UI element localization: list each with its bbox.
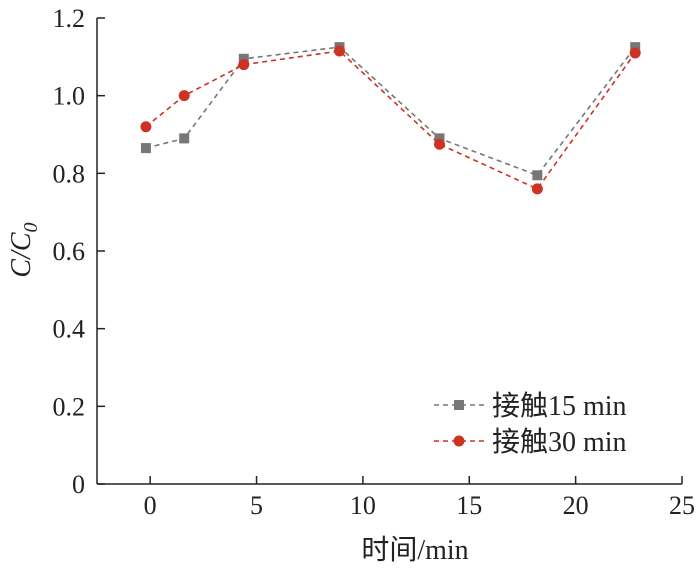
- x-tick-label: 0: [144, 491, 157, 520]
- series-2: [140, 45, 641, 195]
- data-point: [179, 133, 190, 144]
- y-tick-label: 0: [72, 470, 85, 499]
- data-point: [629, 47, 641, 59]
- x-axis-title: 时间/min: [361, 534, 468, 566]
- data-point: [238, 59, 250, 71]
- legend-label: 接触30 min: [492, 426, 627, 458]
- legend: 接触15 min 接触30 min: [434, 390, 627, 458]
- series-line: [145, 50, 636, 190]
- y-axis-title-main: C/C: [6, 232, 37, 277]
- data-point: [140, 143, 151, 154]
- data-point: [532, 170, 543, 181]
- data-point: [334, 45, 346, 57]
- x-tick-label: 15: [456, 491, 482, 520]
- series-1: [140, 42, 641, 181]
- y-tick-label: 1.2: [53, 4, 86, 33]
- y-tick-label: 0.6: [53, 237, 86, 266]
- legend-item: 接触15 min: [434, 390, 627, 422]
- data-point: [630, 42, 641, 53]
- data-point: [531, 183, 543, 195]
- data-point: [434, 133, 445, 144]
- x-tick-label: 10: [350, 491, 376, 520]
- y-tick-label: 0.2: [53, 392, 86, 421]
- data-point: [140, 121, 152, 133]
- y-tick-label: 0.4: [53, 315, 86, 344]
- y-tick-label: 0.8: [53, 159, 86, 188]
- data-point: [433, 138, 445, 150]
- legend-marker: [454, 400, 464, 410]
- x-tick-label: 20: [563, 491, 589, 520]
- y-tick-label: 1.0: [53, 82, 86, 111]
- x-tick-label: 5: [250, 491, 263, 520]
- legend-marker: [453, 435, 465, 447]
- series-layer: [140, 42, 641, 195]
- legend-item: 接触30 min: [434, 426, 627, 458]
- data-point: [238, 53, 249, 64]
- x-tick-label: 25: [669, 491, 695, 520]
- y-axis-title: C/C0: [6, 222, 42, 277]
- axes: 0 5 10 15 20 25 0 0.2 0.4 0.6 0.8 1.0 1.2: [53, 4, 696, 520]
- data-point: [178, 90, 190, 102]
- legend-label: 接触15 min: [492, 390, 627, 422]
- y-axis-title-subscript: 0: [20, 222, 42, 232]
